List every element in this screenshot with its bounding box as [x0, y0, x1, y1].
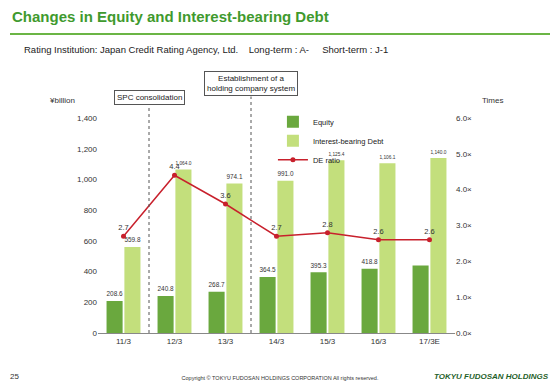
html-text:TOKYU FUDOSAN HOLDINGS: TOKYU FUDOSAN HOLDINGS: [433, 372, 548, 381]
svg-text:11/3: 11/3: [116, 337, 132, 346]
svg-text:1,064.0: 1,064.0: [175, 161, 191, 166]
svg-text:14/3: 14/3: [269, 337, 285, 346]
svg-text:0: 0: [93, 329, 98, 338]
svg-text:Equity: Equity: [313, 118, 334, 127]
html-text:Changes in Equity and Interest: Changes in Equity and Interest-bearing D…: [12, 8, 329, 25]
svg-text:364.5: 364.5: [260, 266, 276, 273]
svg-text:559.8: 559.8: [124, 236, 140, 243]
svg-text:2.7: 2.7: [118, 223, 128, 232]
svg-text:Establishment of aholding comp: Establishment of aholding company system: [207, 74, 295, 93]
html-text:25: 25: [10, 372, 19, 381]
svg-text:1,400: 1,400: [77, 114, 98, 123]
svg-text:1,200: 1,200: [77, 145, 98, 154]
svg-text:974.1: 974.1: [226, 173, 242, 180]
svg-text:16/3: 16/3: [371, 337, 387, 346]
svg-text:¥billion: ¥billion: [49, 96, 75, 105]
svg-text:991.0: 991.0: [277, 170, 293, 177]
svg-text:4.0×: 4.0×: [456, 185, 472, 194]
svg-text:DE ratio: DE ratio: [313, 156, 340, 165]
html-text:Rating Institution: Japan Cred: Rating Institution: Japan Credit Rating …: [24, 44, 389, 55]
svg-text:3.6: 3.6: [220, 191, 230, 200]
svg-text:1,000: 1,000: [77, 175, 98, 184]
svg-text:Times: Times: [482, 96, 503, 105]
svg-text:2.6: 2.6: [373, 227, 383, 236]
svg-text:2.7: 2.7: [271, 223, 281, 232]
html-text:Copyright © TOKYU FUDOSAN HOLD: Copyright © TOKYU FUDOSAN HOLDINGS CORPO…: [181, 375, 379, 381]
svg-text:1,140.0: 1,140.0: [430, 150, 446, 155]
svg-text:15/3: 15/3: [320, 337, 336, 346]
svg-text:240.8: 240.8: [158, 285, 174, 292]
svg-text:395.3: 395.3: [311, 262, 327, 269]
svg-text:800: 800: [84, 206, 98, 215]
svg-text:SPC consolidation: SPC consolidation: [117, 93, 182, 102]
svg-text:5.0×: 5.0×: [456, 150, 472, 159]
svg-text:1.0×: 1.0×: [456, 293, 472, 302]
svg-text:2.8: 2.8: [322, 220, 332, 229]
svg-text:6.0×: 6.0×: [456, 114, 472, 123]
svg-text:400: 400: [84, 267, 98, 276]
svg-text:17/3E: 17/3E: [419, 337, 440, 346]
svg-text:208.6: 208.6: [107, 290, 123, 297]
svg-text:2.0×: 2.0×: [456, 257, 472, 266]
svg-text:1,125.4: 1,125.4: [328, 151, 345, 157]
svg-text:600: 600: [84, 237, 98, 246]
svg-text:1,106.1: 1,106.1: [379, 155, 395, 160]
svg-text:4.4: 4.4: [169, 162, 179, 171]
svg-text:13/3: 13/3: [218, 337, 234, 346]
svg-text:0.0×: 0.0×: [456, 329, 472, 338]
svg-text:418.8: 418.8: [362, 258, 378, 265]
svg-text:3.0×: 3.0×: [456, 221, 472, 230]
svg-text:268.7: 268.7: [209, 281, 225, 288]
svg-text:2.6: 2.6: [424, 227, 434, 236]
svg-text:12/3: 12/3: [167, 337, 183, 346]
svg-text:200: 200: [84, 298, 98, 307]
svg-text:Interest-bearing Debt: Interest-bearing Debt: [313, 137, 384, 146]
